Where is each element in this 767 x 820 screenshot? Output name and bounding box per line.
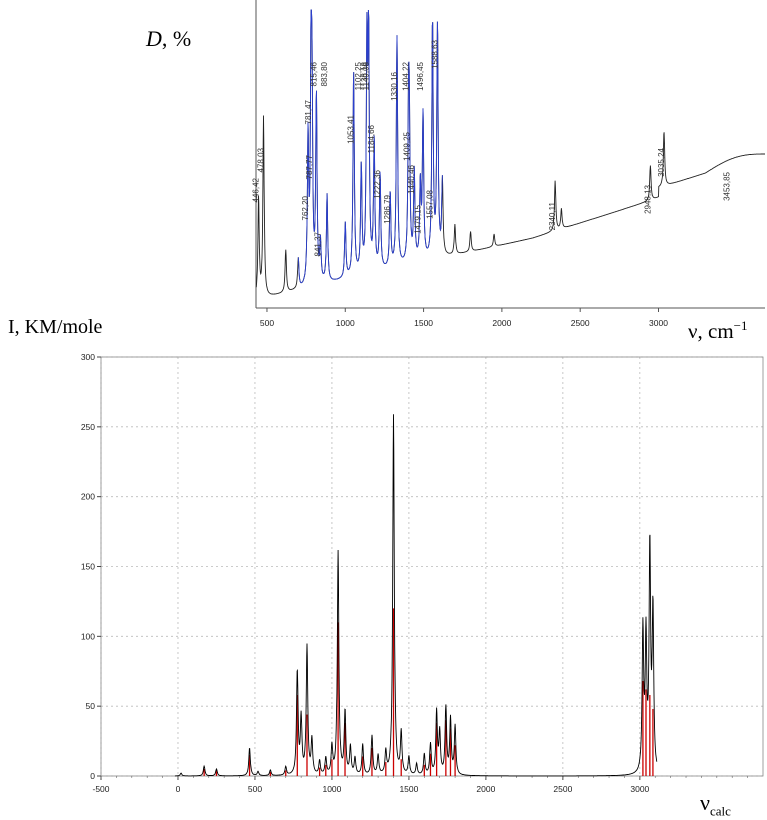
bottom-x-tick-label: 500 <box>248 784 262 794</box>
top-peak-label: 1557,08 <box>426 189 435 218</box>
top-peak-label: 781,47 <box>304 99 313 124</box>
bottom-chart-ylabel: I, KM/mole <box>8 316 103 338</box>
bottom-y-tick-label: 200 <box>81 492 95 502</box>
top-ir-spectrum: 500 1000 1500 2000 2500 3000 446,42 478,03 762,2… <box>252 0 765 328</box>
top-peak-label: 2340,11 <box>548 201 557 230</box>
top-peak-label: 1286,79 <box>383 194 392 223</box>
top-peak-label: 3453,85 <box>722 171 731 200</box>
top-peak-label: 1588,63 <box>430 39 439 68</box>
bottom-chart-xlabel: νcalc <box>700 790 731 819</box>
bottom-x-tick-label: -500 <box>92 784 109 794</box>
top-x-tick-label: 2500 <box>571 318 590 328</box>
top-peak-label: 478,03 <box>257 147 266 172</box>
bottom-y-tick-label: 0 <box>90 771 95 781</box>
top-peak-label: 1404,22 <box>402 61 411 90</box>
bottom-x-tick-label: 2000 <box>476 784 495 794</box>
top-peak-label: 1479,15 <box>413 204 422 233</box>
top-peak-label: 1222,36 <box>373 169 382 198</box>
bottom-x-tick-label: 0 <box>176 784 181 794</box>
top-x-tick-label: 1000 <box>336 318 355 328</box>
top-peak-label: 883,80 <box>320 61 329 86</box>
bottom-x-tick-label: 1500 <box>399 784 418 794</box>
bottom-black-envelope <box>174 414 658 777</box>
top-peak-label: 841,37 <box>313 231 322 256</box>
bottom-y-tick-label: 150 <box>81 562 95 572</box>
top-peak-label: 1053,41 <box>347 114 356 143</box>
top-peak-label: 762,20 <box>301 195 310 220</box>
top-peak-label: 1102,25 <box>354 61 363 90</box>
top-peak-label: 1184,66 <box>367 124 376 153</box>
top-peak-label: 1409,25 <box>402 131 411 160</box>
bottom-x-tick-label: 2500 <box>553 784 572 794</box>
bottom-y-tick-label: 250 <box>81 422 95 432</box>
bottom-x-tick-label: 3000 <box>630 784 649 794</box>
top-peak-label: 1138,18 <box>360 61 369 90</box>
top-chart-xlabel: ν, cm−1 <box>688 318 748 343</box>
bottom-y-tick-label: 100 <box>81 631 95 641</box>
top-chart-ylabel: D, % <box>146 26 192 51</box>
top-peak-label: 787,77 <box>305 154 314 179</box>
top-x-tick-label: 2000 <box>492 318 511 328</box>
top-x-tick-label: 1500 <box>414 318 433 328</box>
top-peak-label: 2948,13 <box>643 184 652 213</box>
top-peak-label: 1440,46 <box>407 164 416 193</box>
bottom-y-tick-label: 300 <box>81 352 95 362</box>
top-peak-label: 815,46 <box>309 61 318 86</box>
top-x-tick-label: 500 <box>260 318 274 328</box>
bottom-x-tick-label: 1000 <box>322 784 341 794</box>
top-peak-label: 1496,45 <box>416 61 425 90</box>
bottom-y-tick-label: 50 <box>86 701 96 711</box>
top-x-tick-label: 3000 <box>649 318 668 328</box>
top-peak-label: 3035,24 <box>657 147 666 176</box>
top-spectrum-blue <box>297 9 443 284</box>
top-peak-label: 1330,16 <box>390 71 399 100</box>
top-peak-label: 1149,08 <box>362 61 371 90</box>
top-peak-label: 446,42 <box>252 177 261 202</box>
